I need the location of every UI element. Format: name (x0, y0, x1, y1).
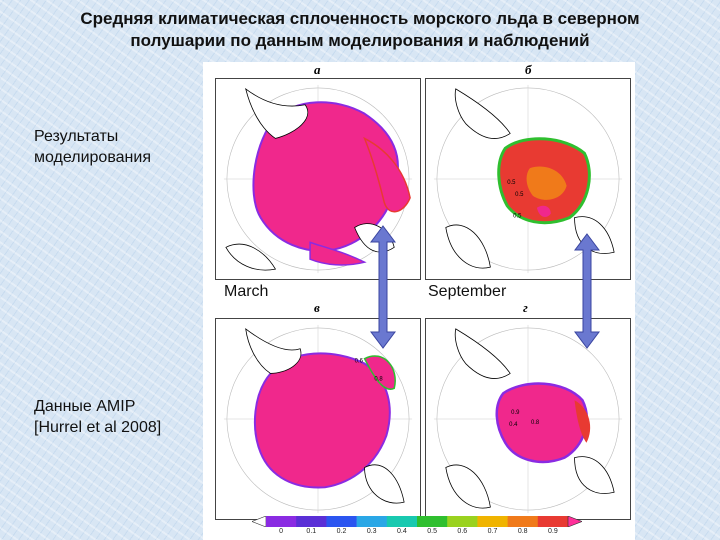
label-model-line-2: моделирования (34, 149, 151, 166)
contour-label: 0.5 (515, 192, 524, 198)
colorbar-segment (507, 516, 539, 527)
colorbar-tick-label: 0.1 (306, 528, 317, 535)
contour-label: 0.9 (511, 410, 520, 416)
colorbar (252, 516, 582, 527)
colorbar-tick-label: 0.3 (366, 528, 377, 535)
colorbar-tick-label: 0.6 (457, 528, 468, 535)
contour-label: 0.8 (374, 376, 383, 382)
contour-label: 0.6 (355, 359, 364, 365)
label-amip-line-2: [Hurrel et al 2008] (34, 419, 162, 436)
double-arrow-march (370, 225, 396, 349)
contour-label: 0.4 (509, 422, 518, 428)
double-arrow-september (574, 233, 600, 349)
label-september: September (428, 283, 507, 300)
colorbar-tick-label: 0.8 (517, 528, 528, 535)
label-march: March (224, 283, 269, 300)
title-line-1: Средняя климатическая сплоченность морск… (80, 9, 640, 28)
map-model-march (215, 78, 421, 280)
contour-label: 0.5 (513, 214, 522, 220)
panel-label-g: г (523, 300, 528, 315)
map-amip-march: 0.6 0.8 (215, 318, 421, 520)
colorbar-segment (296, 516, 327, 527)
label-model-results: Результаты моделирования (34, 126, 151, 168)
colorbar-tick-label: 0.5 (427, 528, 437, 535)
arctic-map-amip-march: 0.6 0.8 (223, 324, 413, 514)
colorbar-max-arrow (567, 516, 582, 527)
map-amip-september: 0.9 0.4 0.8 (425, 318, 631, 520)
contour-label: 0.8 (531, 420, 540, 426)
panel-label-b: б (525, 62, 532, 77)
colorbar-segment (266, 516, 297, 527)
colorbar-tick-label: 0.2 (336, 528, 347, 535)
colorbar-segment (386, 516, 418, 527)
contour-label: 0.5 (507, 180, 516, 186)
colorbar-segment (326, 516, 357, 527)
title-line-2: полушарии по данным моделирования и набл… (130, 31, 590, 50)
colorbar-ticks: 0 0.1 0.2 0.3 0.4 0.5 0.6 0.7 0.8 0.9 (252, 528, 582, 540)
colorbar-segment (447, 516, 478, 527)
colorbar-segment (356, 516, 388, 527)
colorbar-segment (417, 516, 448, 527)
label-model-line-1: Результаты (34, 128, 119, 145)
colorbar-tick-label: 0 (279, 528, 284, 535)
slide-title: Средняя климатическая сплоченность морск… (0, 8, 720, 52)
label-amip-data: Данные AMIP [Hurrel et al 2008] (34, 396, 161, 438)
colorbar-tick-label: 0.9 (548, 528, 558, 535)
label-amip-line-1: Данные AMIP (34, 398, 136, 415)
colorbar-segment (537, 516, 569, 527)
colorbar-min-arrow (252, 516, 267, 527)
colorbar-tick-label: 0.7 (487, 528, 498, 535)
figure-panel: а 0.5 0.5 0.5 б 0.6 0.8 (203, 62, 635, 540)
panel-label-v: в (314, 300, 320, 315)
colorbar-tick-label: 0.4 (397, 528, 407, 535)
colorbar-segment (477, 516, 508, 527)
arctic-map-amip-september: 0.9 0.4 0.8 (433, 324, 623, 514)
panel-label-a: а (314, 62, 321, 77)
